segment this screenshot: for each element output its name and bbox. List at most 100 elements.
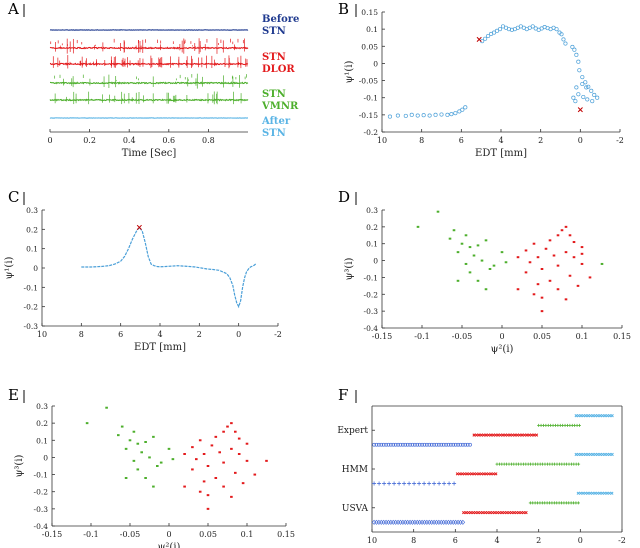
y-axis-label: ψ³(i)	[14, 454, 25, 477]
data-point	[105, 406, 108, 409]
data-point	[132, 459, 136, 462]
highlight-marker	[476, 36, 482, 42]
data-point	[152, 435, 155, 438]
data-point	[494, 28, 500, 33]
y-tick-label: -0.1	[364, 94, 378, 103]
segment-marker	[381, 519, 386, 525]
y-tick-label: -0.4	[364, 324, 379, 333]
segment-marker	[383, 519, 389, 525]
data-point	[516, 288, 520, 291]
trace-line	[49, 46, 249, 50]
segment-marker	[443, 519, 449, 525]
data-point	[195, 458, 198, 461]
data-point	[222, 430, 225, 433]
segment-marker	[451, 442, 456, 447]
trace-label: VMNR	[261, 101, 299, 112]
data-point	[124, 447, 128, 450]
data-point	[457, 109, 462, 114]
data-point	[556, 264, 560, 267]
x-tick-label: 0.2	[83, 136, 96, 145]
data-point	[202, 453, 206, 455]
x-tick-label: 8	[419, 136, 424, 145]
segment-marker	[410, 442, 415, 447]
data-point	[576, 59, 581, 64]
segment-marker	[398, 519, 403, 525]
data-point	[421, 113, 426, 118]
data-point	[202, 480, 206, 483]
data-point	[124, 477, 128, 479]
x-tick-label: 8	[411, 536, 416, 545]
data-point	[573, 99, 578, 104]
y-tick-label: -0.05	[359, 77, 378, 86]
data-point	[409, 112, 414, 117]
x-tick-label: 0.05	[199, 530, 217, 539]
segment-marker	[405, 442, 410, 447]
segment-marker	[408, 442, 412, 447]
data-point	[595, 95, 600, 100]
segment-marker	[371, 519, 377, 525]
x-tick-label: 0.1	[241, 530, 254, 539]
data-point	[476, 279, 480, 282]
data-point	[572, 47, 577, 52]
panel-e-chart: -0.15 -0.1 -0.05 0 0.05 0.1 0.15 0.3 0.2 0.1 0 -0.1…	[14, 402, 295, 548]
x-tick-label: -0.1	[414, 332, 429, 341]
panel-letter-d: D	[338, 188, 350, 206]
segment-marker	[415, 442, 420, 447]
data-point	[230, 495, 233, 498]
segment-marker	[401, 442, 405, 447]
data-point	[241, 482, 245, 485]
x-tick-label: -0.15	[372, 332, 393, 341]
segment-marker	[458, 519, 463, 525]
segment-marker	[465, 442, 470, 447]
segment-marker	[382, 481, 387, 486]
x-tick-label: 4	[494, 536, 499, 545]
data-point	[484, 239, 488, 242]
x-tick-label: -0.15	[42, 530, 63, 539]
y-tick-label: 0.1	[36, 436, 48, 445]
segment-marker	[431, 519, 437, 525]
row-group-label: Expert	[337, 426, 368, 436]
y-tick-label: 0.3	[366, 206, 378, 215]
data-point	[230, 422, 233, 425]
x-tick-label: 4	[498, 136, 503, 145]
panel-d-chart: -0.15 -0.1 -0.05 0 0.05 0.1 0.15 0.3 0.2 0.1 0 -0.1…	[344, 206, 631, 355]
x-tick-label: 10	[367, 536, 377, 545]
data-point	[488, 268, 492, 270]
segment-marker	[437, 481, 442, 486]
segment-marker	[446, 519, 451, 525]
curve-line	[81, 226, 257, 309]
data-point	[387, 114, 392, 119]
segment-marker	[468, 442, 472, 447]
data-point	[237, 437, 241, 440]
segment-marker	[377, 442, 381, 447]
segment-marker	[449, 442, 453, 447]
data-point	[206, 465, 210, 467]
trace-label: DLOR	[262, 64, 295, 75]
trace-line	[49, 81, 249, 85]
data-point	[265, 459, 268, 462]
data-point	[586, 84, 591, 89]
segment-marker	[427, 481, 432, 486]
segment-marker	[451, 519, 456, 525]
segment-marker	[429, 519, 434, 525]
data-point	[540, 268, 544, 270]
data-point	[460, 242, 464, 245]
segment-marker	[372, 481, 377, 486]
y-tick-label: -0.3	[34, 505, 49, 514]
segment-marker	[391, 519, 396, 525]
data-point	[568, 234, 572, 237]
x-tick-label: -0.05	[120, 530, 141, 539]
data-point	[585, 97, 590, 102]
segment-marker	[417, 481, 422, 486]
y-tick-label: 0.15	[361, 8, 378, 17]
data-point	[191, 468, 194, 471]
y-tick-label: 0.3	[36, 402, 48, 411]
data-point	[530, 24, 535, 29]
data-point	[234, 471, 237, 474]
segment-marker	[434, 442, 439, 447]
data-point	[524, 271, 528, 274]
highlight-marker	[577, 107, 583, 113]
data-point	[592, 92, 597, 98]
data-point	[576, 284, 580, 287]
data-point	[570, 44, 575, 50]
